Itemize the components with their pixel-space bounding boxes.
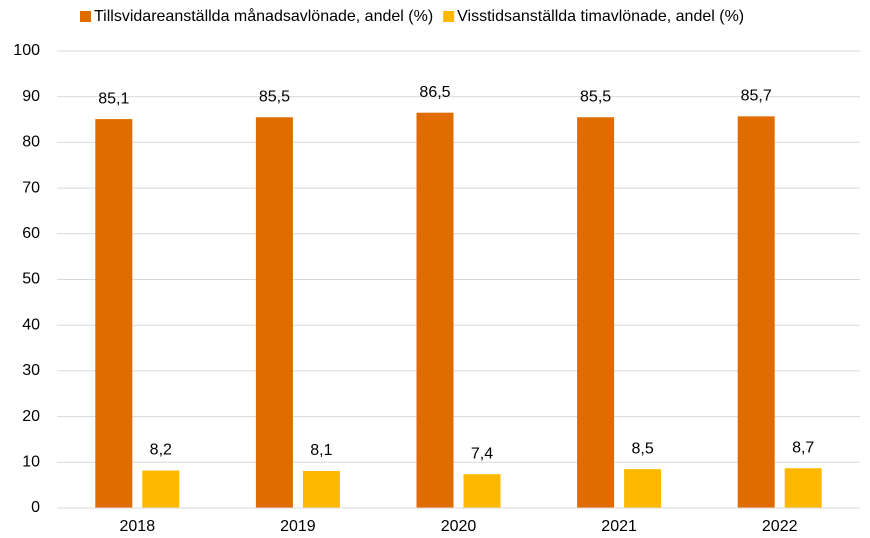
legend-swatch (443, 11, 455, 22)
y-tick-label: 100 (13, 42, 40, 59)
bar (416, 112, 454, 508)
bar (463, 474, 501, 508)
bar (624, 469, 662, 508)
data-label: 7,4 (471, 445, 493, 462)
bar (255, 117, 293, 508)
data-label: 85,7 (741, 88, 772, 105)
data-label: 8,1 (310, 442, 332, 459)
data-label: 8,2 (150, 442, 172, 459)
bar (302, 470, 340, 508)
x-tick-label: 2021 (601, 518, 637, 535)
y-tick-label: 40 (22, 316, 40, 333)
legend-label: Visstidsanställda timavlönade, andel (%) (457, 8, 744, 25)
bar (142, 470, 180, 508)
bar (737, 116, 775, 508)
data-label: 85,5 (259, 88, 290, 105)
x-tick-label: 2020 (441, 518, 477, 535)
data-label: 85,1 (98, 90, 129, 107)
y-tick-label: 50 (22, 271, 40, 288)
y-tick-label: 70 (22, 179, 40, 196)
x-tick-label: 2019 (280, 518, 316, 535)
y-tick-label: 30 (22, 362, 40, 379)
data-label: 85,5 (580, 88, 611, 105)
bar (784, 468, 822, 508)
legend-label: Tillsvidareanställda månadsavlönade, and… (94, 7, 433, 25)
y-tick-label: 10 (22, 454, 40, 471)
bar (95, 119, 133, 508)
legend-swatch (80, 11, 91, 22)
y-tick-label: 20 (22, 408, 40, 425)
data-label: 86,5 (419, 84, 450, 101)
y-tick-label: 0 (31, 499, 40, 516)
x-tick-label: 2018 (120, 518, 156, 535)
data-label: 8,5 (631, 440, 653, 457)
y-tick-label: 60 (22, 225, 40, 242)
x-tick-label: 2022 (762, 518, 798, 535)
data-label: 8,7 (792, 439, 814, 456)
bar (577, 117, 615, 508)
y-tick-label: 80 (22, 134, 40, 151)
y-tick-label: 90 (22, 88, 40, 105)
